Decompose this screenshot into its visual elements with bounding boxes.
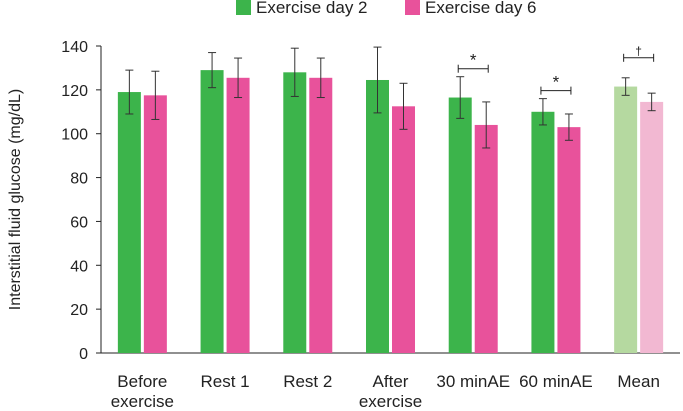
bar-day6	[226, 77, 250, 354]
legend-swatch	[236, 0, 251, 15]
x-tick-label: exercise	[111, 392, 174, 411]
bar-day6	[474, 124, 498, 353]
legend-label: Exercise day 2	[256, 0, 368, 17]
y-tick-label: 20	[70, 302, 88, 319]
x-tick-label: Before	[117, 372, 167, 391]
x-tick-label: exercise	[359, 392, 422, 411]
y-tick-label: 140	[61, 39, 88, 56]
y-tick-label: 120	[61, 83, 88, 100]
bar-day6	[640, 101, 664, 354]
x-tick-label: 30 minAE	[436, 372, 510, 391]
y-axis-title: Interstitial fluid glucose (mg/dL)	[7, 89, 24, 310]
x-tick-label: Rest 1	[201, 372, 250, 391]
y-tick-label: 40	[70, 258, 88, 275]
x-tick-label: 60 minAE	[519, 372, 593, 391]
bar-day6	[392, 106, 415, 353]
x-tick-label: Rest 2	[283, 372, 332, 391]
bar-day6	[143, 95, 167, 353]
bar-day2	[614, 86, 638, 353]
y-tick-label: 60	[70, 214, 88, 231]
legend-label: Exercise day 6	[425, 0, 537, 17]
significance-marker: †	[635, 44, 642, 58]
bar-day2	[366, 79, 389, 353]
legend-swatch	[405, 0, 420, 15]
bar-day6	[309, 77, 333, 354]
bar-day2	[283, 72, 307, 354]
bar-day2	[531, 111, 555, 354]
bar-day2	[448, 97, 472, 354]
y-tick-label: 100	[61, 127, 88, 144]
bar-day6	[557, 127, 581, 353]
y-tick-label: 0	[79, 346, 88, 363]
significance-marker: *	[470, 51, 477, 70]
bar-day2	[200, 70, 224, 353]
y-tick-label: 80	[70, 171, 88, 188]
x-tick-label: Mean	[617, 372, 660, 391]
bar-day2	[117, 92, 141, 354]
x-tick-label: After	[373, 372, 409, 391]
significance-marker: *	[553, 73, 560, 92]
